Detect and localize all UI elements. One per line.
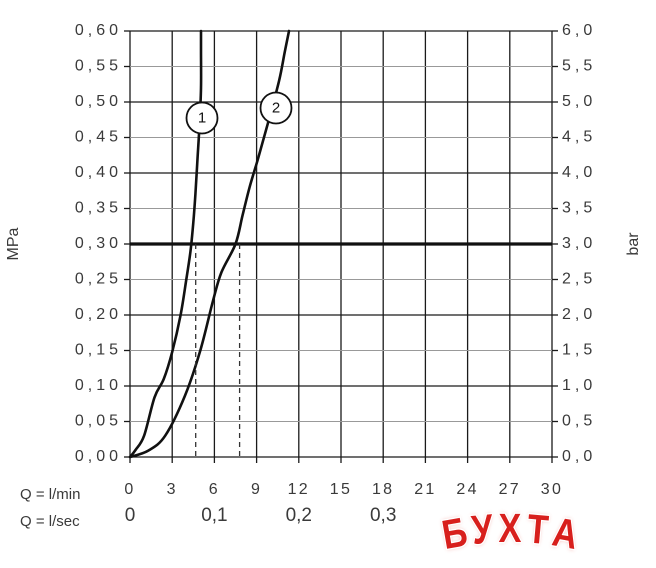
svg-text:0,25: 0,25 — [75, 271, 122, 288]
svg-text:27: 27 — [499, 481, 521, 498]
svg-text:0,45: 0,45 — [75, 129, 122, 146]
svg-text:Q = l/min: Q = l/min — [20, 486, 80, 503]
svg-text:2,5: 2,5 — [562, 271, 596, 288]
svg-text:0,50: 0,50 — [75, 93, 122, 110]
svg-text:2: 2 — [272, 100, 280, 117]
svg-text:0,5: 0,5 — [562, 413, 596, 430]
svg-text:Т: Т — [525, 507, 550, 554]
svg-text:2,0: 2,0 — [562, 306, 596, 323]
svg-text:0,00: 0,00 — [75, 448, 122, 465]
svg-text:0,30: 0,30 — [75, 235, 122, 252]
svg-text:0: 0 — [124, 481, 135, 498]
svg-text:9: 9 — [251, 481, 262, 498]
svg-text:bar: bar — [625, 232, 642, 256]
svg-text:0,3: 0,3 — [370, 505, 396, 526]
svg-text:4,0: 4,0 — [562, 164, 596, 181]
svg-text:0,55: 0,55 — [75, 58, 122, 75]
svg-text:0,35: 0,35 — [75, 200, 122, 217]
svg-text:У: У — [470, 507, 496, 554]
svg-text:0,15: 0,15 — [75, 342, 122, 359]
svg-text:1: 1 — [198, 110, 206, 127]
svg-text:0,2: 0,2 — [286, 505, 312, 526]
svg-text:6: 6 — [209, 481, 220, 498]
svg-text:12: 12 — [288, 481, 310, 498]
svg-text:3: 3 — [167, 481, 178, 498]
svg-text:5,0: 5,0 — [562, 93, 596, 110]
svg-text:5,5: 5,5 — [562, 58, 596, 75]
svg-text:30: 30 — [541, 481, 563, 498]
svg-text:1,0: 1,0 — [562, 377, 596, 394]
svg-text:21: 21 — [414, 481, 436, 498]
svg-text:0: 0 — [125, 505, 136, 526]
svg-text:3,5: 3,5 — [562, 200, 596, 217]
svg-text:MPa: MPa — [5, 227, 22, 260]
svg-text:0,10: 0,10 — [75, 377, 122, 394]
svg-text:15: 15 — [330, 481, 352, 498]
svg-text:0,20: 0,20 — [75, 306, 122, 323]
svg-text:0,60: 0,60 — [75, 22, 122, 39]
svg-text:Q = l/sec: Q = l/sec — [20, 513, 80, 530]
svg-text:0,05: 0,05 — [75, 413, 122, 430]
svg-text:0,0: 0,0 — [562, 448, 596, 465]
svg-text:3,0: 3,0 — [562, 235, 596, 252]
svg-text:0,1: 0,1 — [201, 505, 227, 526]
svg-text:4,5: 4,5 — [562, 129, 596, 146]
svg-text:6,0: 6,0 — [562, 22, 596, 39]
svg-text:Х: Х — [499, 506, 522, 552]
svg-text:0,40: 0,40 — [75, 164, 122, 181]
svg-text:1,5: 1,5 — [562, 342, 596, 359]
svg-text:24: 24 — [456, 481, 478, 498]
svg-text:18: 18 — [372, 481, 394, 498]
